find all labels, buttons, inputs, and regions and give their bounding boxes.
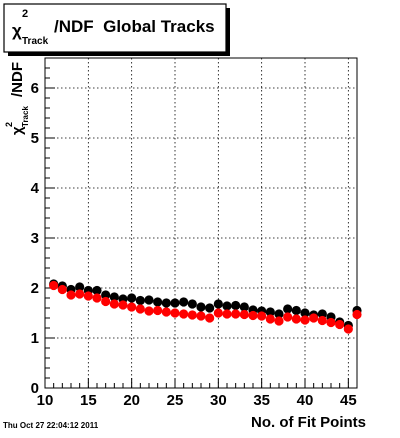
red-series-point [326, 317, 336, 328]
red-series-point [109, 299, 119, 309]
y-tick-label: 5 [31, 130, 39, 147]
black-series-point [144, 295, 154, 305]
black-series-point [274, 309, 284, 319]
red-series-point [343, 324, 353, 334]
black-series-point [291, 305, 301, 316]
y-tick-label: 3 [31, 230, 39, 247]
red-series-point [49, 280, 59, 291]
y-axis-subscript: Track [21, 106, 30, 127]
title-superscript: 2 [22, 8, 28, 20]
title-symbol: χ [12, 21, 22, 40]
x-tick-label: 35 [253, 392, 270, 409]
red-series-point [213, 308, 223, 318]
red-series-point [352, 309, 362, 320]
black-series-point [161, 298, 171, 308]
red-series-point [300, 315, 310, 325]
timestamp: Thu Oct 27 22:04:12 2011 [3, 421, 99, 430]
black-series-point [170, 298, 180, 308]
black-series-point [265, 307, 275, 317]
red-series-point [75, 289, 85, 299]
y-axis-superscript: 2 [4, 122, 14, 127]
black-series-point [205, 303, 215, 313]
x-tick-label: 40 [297, 392, 314, 409]
red-series-point [317, 315, 327, 326]
black-series-point [222, 301, 232, 311]
red-series-point [335, 319, 345, 330]
black-series-point [213, 299, 223, 309]
axis-ticks [44, 57, 358, 389]
y-tick-label: 6 [31, 80, 39, 97]
x-tick-label: 15 [80, 392, 97, 409]
red-series-point [196, 311, 206, 321]
red-series-point [153, 305, 163, 316]
red-series-point [135, 304, 145, 314]
black-series-point [135, 295, 145, 306]
title-box: χ 2 Track /NDF Global Tracks [3, 3, 230, 56]
red-series-point [179, 309, 189, 319]
red-series-point [92, 293, 102, 303]
x-tick-label: 25 [167, 392, 184, 409]
y-tick-label: 2 [31, 280, 39, 297]
red-series-point [83, 291, 93, 301]
red-series-point [101, 296, 111, 307]
black-series-point [109, 292, 119, 302]
red-series-point [187, 310, 197, 320]
x-axis-title: No. of Fit Points [251, 414, 366, 431]
data-points [49, 279, 362, 334]
red-series-point [239, 309, 249, 320]
y-axis-label: /NDF [9, 62, 26, 97]
y-axis-title: χ 2 Track /NDF [4, 62, 30, 135]
black-series-point [317, 309, 327, 319]
red-series-point [144, 306, 154, 316]
black-series-point [179, 297, 189, 307]
red-series-point [66, 290, 76, 300]
y-tick-label: 1 [31, 330, 39, 347]
grid-lines [45, 58, 357, 388]
red-series-point [231, 309, 241, 319]
x-tick-label: 45 [340, 392, 357, 409]
red-series-point [274, 316, 284, 326]
black-series-point [283, 304, 293, 314]
black-series-point [75, 282, 85, 292]
red-series-point [309, 313, 319, 323]
black-series-point [239, 302, 249, 312]
x-tick-label: 10 [37, 392, 54, 409]
red-series-point [291, 314, 301, 324]
red-series-point [127, 302, 137, 312]
red-series-point [257, 311, 267, 321]
x-tick-label: 20 [123, 392, 140, 409]
black-series-point [196, 302, 206, 312]
y-tick-label: 4 [31, 180, 40, 197]
red-series-point [265, 314, 275, 324]
x-tick-labels: 10 15 20 25 30 35 40 45 [37, 392, 357, 409]
red-series-point [57, 284, 67, 295]
black-series-point [231, 300, 241, 311]
x-tick-label: 30 [210, 392, 227, 409]
red-series-point [170, 308, 180, 318]
red-series-point [283, 312, 293, 322]
title-subscript: Track [22, 36, 49, 47]
y-axis-symbol: χ [9, 126, 26, 135]
y-tick-labels: 0 1 2 3 4 5 6 [31, 80, 40, 397]
red-series-point [161, 307, 171, 317]
black-series-point [187, 299, 197, 309]
red-series-point [248, 310, 258, 321]
red-series-point [222, 309, 232, 319]
chart-title: /NDF Global Tracks [54, 17, 215, 36]
red-series-point [118, 300, 128, 310]
black-series-point [153, 297, 163, 307]
black-series-point [300, 308, 310, 318]
y-tick-label: 0 [31, 380, 39, 397]
black-series-point [101, 290, 111, 300]
black-series-point [92, 285, 102, 296]
black-series-point [127, 293, 137, 303]
red-series-point [205, 313, 215, 323]
plot-frame [44, 57, 358, 389]
